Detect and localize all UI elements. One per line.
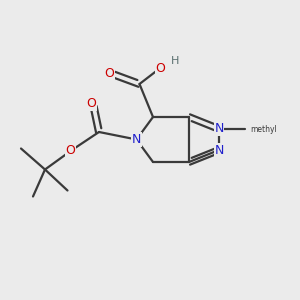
Text: N: N [214, 122, 224, 136]
Text: H: H [170, 56, 179, 66]
Text: methyl: methyl [250, 124, 277, 134]
Text: O: O [156, 62, 165, 76]
Text: O: O [66, 143, 75, 157]
Text: N: N [132, 133, 141, 146]
Text: O: O [87, 97, 96, 110]
Text: O: O [105, 67, 114, 80]
Text: N: N [214, 143, 224, 157]
